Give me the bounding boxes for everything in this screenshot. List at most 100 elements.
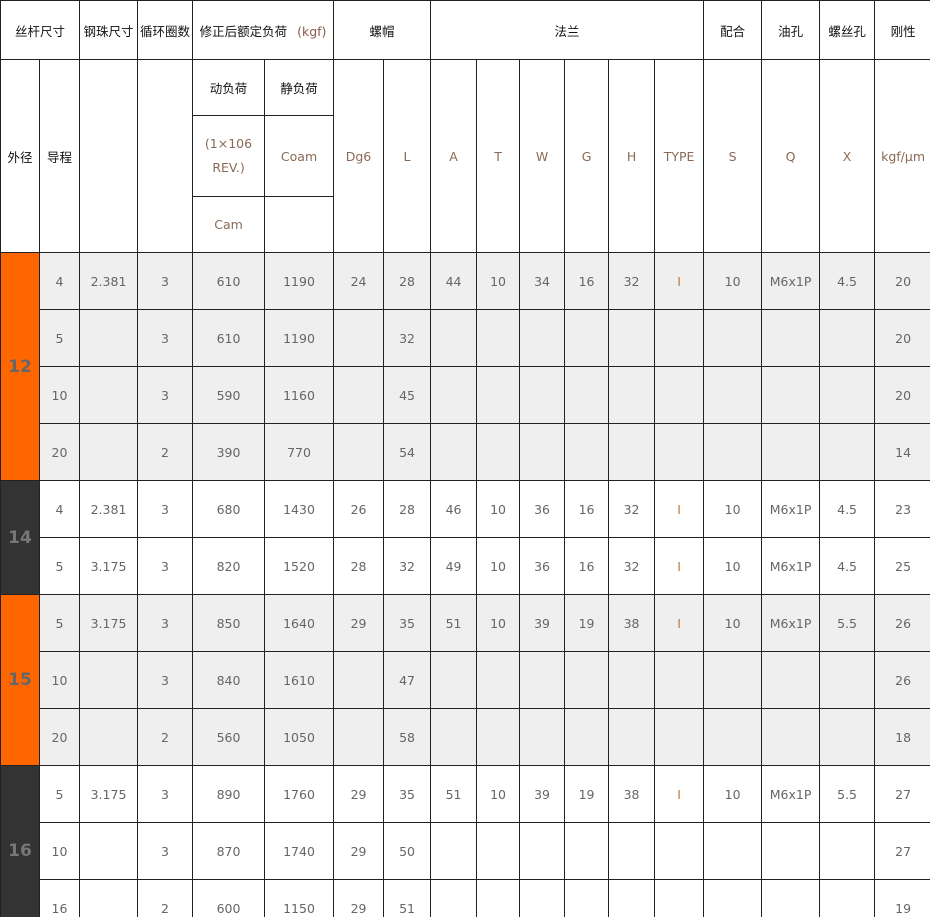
static-load-cell: 1760 <box>264 765 335 823</box>
T-cell <box>476 879 521 917</box>
dynamic-load-cell: 890 <box>192 765 266 823</box>
ball-size-cell: 2.381 <box>79 252 139 310</box>
circuits-cell: 2 <box>137 879 194 917</box>
G-cell: 16 <box>564 480 610 538</box>
A-cell <box>430 708 478 766</box>
W-cell: 39 <box>519 594 566 652</box>
G-cell <box>564 708 610 766</box>
dg6-cell: 29 <box>333 594 385 652</box>
A-cell <box>430 309 478 367</box>
Q-cell <box>761 309 821 367</box>
header-T: T <box>476 59 521 253</box>
H-cell <box>608 366 656 424</box>
dynamic-load-cell: 610 <box>192 252 266 310</box>
G-cell: 16 <box>564 537 610 595</box>
static-load-cell: 770 <box>264 423 335 481</box>
H-cell: 32 <box>608 252 656 310</box>
Q-cell <box>761 879 821 917</box>
dg6-cell <box>333 708 385 766</box>
lead-cell: 5 <box>38 309 81 367</box>
header-circuits: 循环圈数 <box>137 0 194 60</box>
S-cell: 10 <box>703 480 763 538</box>
rigidity-cell: 27 <box>874 822 930 880</box>
type-cell <box>654 708 705 766</box>
Q-cell: M6x1P <box>761 252 821 310</box>
header-W: W <box>519 59 566 253</box>
table-row: 12 4 2.381 3 610 1190 24 28 44 10 34 16 32 I 10 M6x1P 4.… <box>0 252 930 481</box>
W-cell <box>519 822 566 880</box>
lead-cell: 4 <box>38 480 81 538</box>
ball-size-cell <box>79 708 139 766</box>
header-oil-hole: 油孔 <box>761 0 821 60</box>
dg6-cell <box>333 309 385 367</box>
H-cell: 32 <box>608 537 656 595</box>
H-cell <box>608 708 656 766</box>
X-cell: 4.5 <box>819 537 876 595</box>
dynamic-load-cell: 590 <box>192 366 266 424</box>
type-cell <box>654 423 705 481</box>
type-cell <box>654 822 705 880</box>
ball-size-cell <box>79 366 139 424</box>
header-X: X <box>819 59 876 253</box>
X-cell <box>819 309 876 367</box>
W-cell <box>519 309 566 367</box>
L-cell: 35 <box>383 594 432 652</box>
G-cell <box>564 879 610 917</box>
A-cell: 49 <box>430 537 478 595</box>
header-Q: Q <box>761 59 821 253</box>
dg6-cell <box>333 423 385 481</box>
X-cell: 5.5 <box>819 594 876 652</box>
T-cell <box>476 366 521 424</box>
dg6-cell: 24 <box>333 252 385 310</box>
Q-cell: M6x1P <box>761 537 821 595</box>
header-lead: 导程 <box>38 59 81 253</box>
H-cell <box>608 879 656 917</box>
Q-cell: M6x1P <box>761 765 821 823</box>
outer-dia-cell: 14 <box>0 480 40 595</box>
header-type: TYPE <box>654 59 705 253</box>
table-row: 20 2 390 770 54 14 <box>1 423 930 481</box>
header-G: G <box>564 59 610 253</box>
rigidity-cell: 20 <box>874 366 930 424</box>
lead-cell: 20 <box>38 708 81 766</box>
circuits-cell: 3 <box>137 252 194 310</box>
static-load-cell: 1160 <box>264 366 335 424</box>
Q-cell <box>761 708 821 766</box>
circuits-cell: 3 <box>137 537 194 595</box>
static-load-cell: 1520 <box>264 537 335 595</box>
rated-load-label: 修正后额定负荷 <box>199 23 288 39</box>
dg6-cell <box>333 651 385 709</box>
ball-size-cell <box>79 423 139 481</box>
type-cell <box>654 879 705 917</box>
type-cell: I <box>654 594 705 652</box>
W-cell <box>519 423 566 481</box>
dynamic-load-cell: 600 <box>192 879 266 917</box>
lead-cell: 5 <box>38 765 81 823</box>
type-cell: I <box>654 765 705 823</box>
G-cell <box>564 423 610 481</box>
outer-dia-cell: 15 <box>0 594 40 766</box>
S-cell <box>703 651 763 709</box>
A-cell <box>430 822 478 880</box>
header-static-load: 静负荷 <box>264 59 335 116</box>
rigidity-cell: 26 <box>874 594 930 652</box>
static-load-cell: 1150 <box>264 879 335 917</box>
G-cell: 19 <box>564 594 610 652</box>
header-circuits-blank <box>137 59 194 253</box>
rigidity-cell: 27 <box>874 765 930 823</box>
outer-dia-cell: 12 <box>0 252 40 481</box>
header-dynamic-rev: (1×106 REV.) <box>192 115 266 197</box>
W-cell <box>519 651 566 709</box>
T-cell <box>476 423 521 481</box>
header-rated-load: 修正后额定负荷 (kgf) <box>192 0 335 60</box>
rigidity-cell: 26 <box>874 651 930 709</box>
L-cell: 50 <box>383 822 432 880</box>
S-cell: 10 <box>703 252 763 310</box>
header-L: L <box>383 59 432 253</box>
W-cell <box>519 708 566 766</box>
lead-cell: 20 <box>38 423 81 481</box>
W-cell <box>519 366 566 424</box>
L-cell: 45 <box>383 366 432 424</box>
static-load-cell: 1050 <box>264 708 335 766</box>
